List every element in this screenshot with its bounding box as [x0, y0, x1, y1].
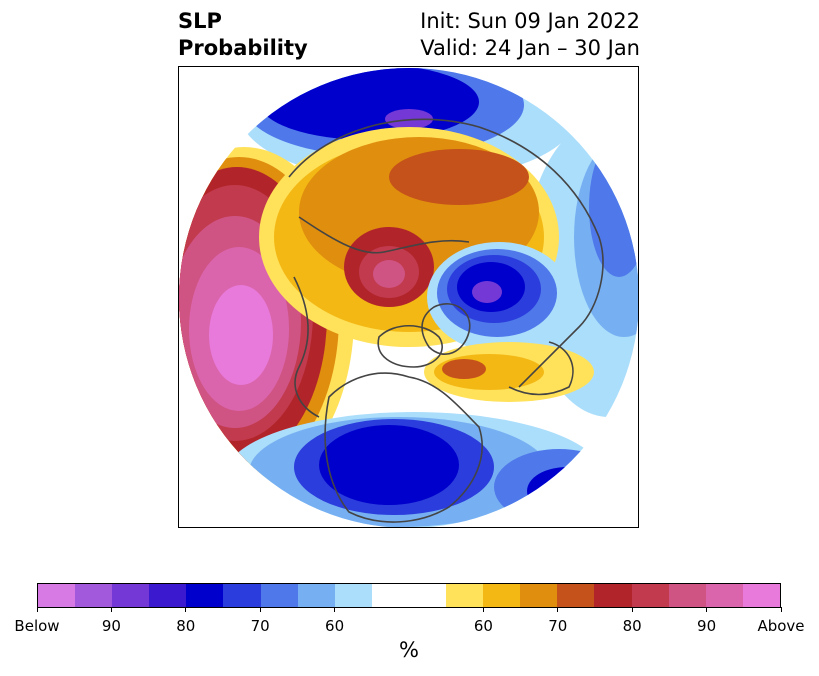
colorbar-tick-label: 60 — [473, 617, 493, 635]
chart-title-left: SLP Probability — [178, 8, 308, 62]
colorbar-segment — [668, 584, 706, 607]
colorbar-segment — [112, 584, 150, 607]
region-arctic-high-7 — [373, 260, 405, 288]
colorbar-tick — [36, 607, 38, 612]
region-namerica-low-4 — [319, 425, 459, 505]
colorbar-tick-label: Below — [14, 617, 60, 635]
colorbar-tick — [631, 607, 633, 612]
colorbar-tick-label: Above — [757, 617, 805, 635]
colorbar-tick — [706, 607, 708, 612]
colorbar-segment — [594, 584, 632, 607]
colorbar-segment — [75, 584, 113, 607]
colorbar-unit: % — [399, 638, 419, 662]
coastline-europe — [508, 341, 574, 396]
colorbar-segment — [631, 584, 669, 607]
coastline-arctic-islands — [377, 325, 443, 368]
colorbar-segment — [186, 584, 224, 607]
colorbar-tick-label: 70 — [250, 617, 270, 635]
coastline-eurasia — [288, 118, 604, 388]
title-product: Probability — [178, 36, 308, 60]
region-watlantic-low-1 — [494, 449, 624, 525]
colorbar-segment — [297, 584, 335, 607]
colorbar-segment — [260, 584, 298, 607]
colorbar-tick — [557, 607, 559, 612]
coastline-siberia — [298, 216, 470, 254]
colorbar — [37, 583, 781, 608]
colorbar-tick — [334, 607, 336, 612]
region-top-low-core — [259, 68, 479, 140]
colorbar-tick — [110, 607, 112, 612]
region-europe-high-3 — [442, 359, 486, 379]
coastline-greenland — [421, 303, 471, 356]
colorbar-tick-label: 90 — [697, 617, 717, 635]
colorbar-tick-label: 80 — [176, 617, 196, 635]
coastline-alaska — [293, 276, 320, 418]
colorbar-tick — [780, 607, 782, 612]
colorbar-segment — [446, 584, 484, 607]
region-atlantic-low-5 — [472, 281, 502, 303]
map-svg — [179, 68, 638, 527]
region-watlantic-low-2 — [527, 467, 607, 515]
valid-range: Valid: 24 Jan – 30 Jan — [420, 36, 640, 60]
colorbar-segment — [149, 584, 187, 607]
colorbar-tick-label: 80 — [622, 617, 642, 635]
colorbar-segment — [705, 584, 743, 607]
probability-field — [179, 68, 638, 527]
colorbar-segment — [334, 584, 372, 607]
coastline-north-america — [324, 372, 483, 523]
region-pacific-high-7 — [209, 285, 273, 385]
colorbar-segment — [223, 584, 261, 607]
colorbar-segment — [371, 584, 409, 607]
colorbar-tick — [185, 607, 187, 612]
colorbar-segment — [742, 584, 780, 607]
colorbar-tick-label: 60 — [325, 617, 345, 635]
colorbar-tick — [482, 607, 484, 612]
chart-title-right: Init: Sun 09 Jan 2022 Valid: 24 Jan – 30… — [420, 8, 640, 62]
colorbar-segment — [557, 584, 595, 607]
colorbar-segment — [520, 584, 558, 607]
title-variable: SLP — [178, 9, 222, 33]
polar-map — [178, 66, 639, 528]
colorbar-segment — [408, 584, 447, 607]
region-arctic-high-4 — [389, 149, 529, 205]
colorbar-segment — [483, 584, 521, 607]
colorbar-tick — [259, 607, 261, 612]
coastlines — [288, 118, 604, 523]
colorbar-tick-label: 90 — [101, 617, 121, 635]
colorbar-segment — [38, 584, 76, 607]
init-date: Init: Sun 09 Jan 2022 — [420, 9, 640, 33]
colorbar-tick-label: 70 — [548, 617, 568, 635]
